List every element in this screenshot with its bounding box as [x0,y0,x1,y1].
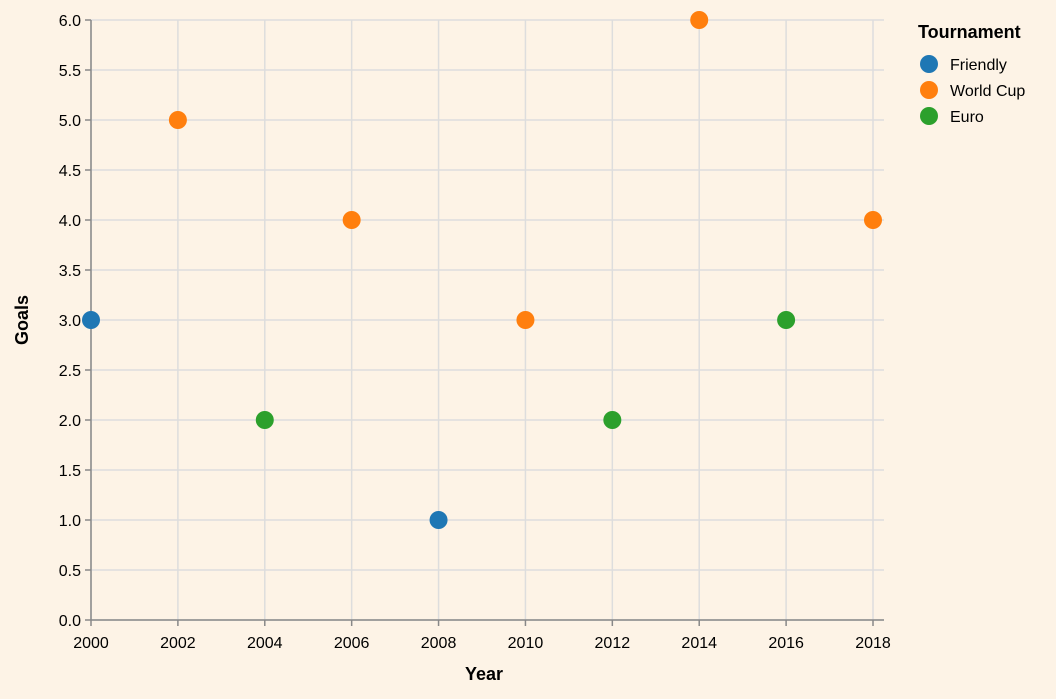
legend-label: World Cup [950,83,1025,100]
legend-title: Tournament [918,22,1021,42]
x-tick-label: 2012 [595,635,631,652]
axis-layer: 0.0 0.5 1.0 1.5 2.0 2.5 3.0 3.5 4.0 4.5 5.0 5.5 6.0 2… [59,13,891,652]
y-tick-label: 6.0 [59,13,81,30]
x-tick-label: 2002 [160,635,196,652]
y-tick-label: 5.0 [59,113,81,130]
scatter-point [690,11,709,29]
y-tick-label: 0.5 [59,563,81,580]
y-tick-label: 2.5 [59,363,81,380]
x-tick-label: 2004 [247,635,283,652]
x-tick-label: 2000 [73,635,109,652]
y-tick-label: 3.5 [59,263,81,280]
legend-label: Euro [950,109,984,126]
scatter-point [82,311,100,329]
legend: Tournament Friendly World Cup Euro [918,22,1025,126]
x-tick-label: 2014 [681,635,717,652]
x-axis-title: Year [465,664,503,684]
y-tick-label: 1.0 [59,513,81,530]
scatter-point [168,111,187,129]
y-tick-label: 4.0 [59,213,81,230]
y-tick-label: 1.5 [59,463,81,480]
scatter-point [429,511,448,529]
scatter-point [516,311,535,329]
y-tick-label: 3.0 [59,313,81,330]
x-tick-label: 2018 [855,635,891,652]
scatter-point [603,411,622,429]
scatter-point [255,411,274,429]
scatter-point [777,311,796,329]
y-tick-label: 2.0 [59,413,81,430]
y-tick-label: 4.5 [59,163,81,180]
x-tick-label: 2006 [334,635,370,652]
legend-swatch [920,107,938,125]
points-layer [82,11,882,529]
legend-label: Friendly [950,57,1007,74]
x-tick-label: 2010 [508,635,544,652]
legend-swatch [920,81,938,99]
y-tick-label: 0.0 [59,613,81,630]
legend-swatch [920,55,938,73]
scatter-point [342,211,361,229]
grid-layer [90,19,884,621]
y-axis-title: Goals [12,295,32,345]
scatter-point [864,211,882,229]
y-tick-label: 5.5 [59,63,81,80]
x-tick-label: 2016 [768,635,804,652]
x-tick-label: 2008 [421,635,457,652]
